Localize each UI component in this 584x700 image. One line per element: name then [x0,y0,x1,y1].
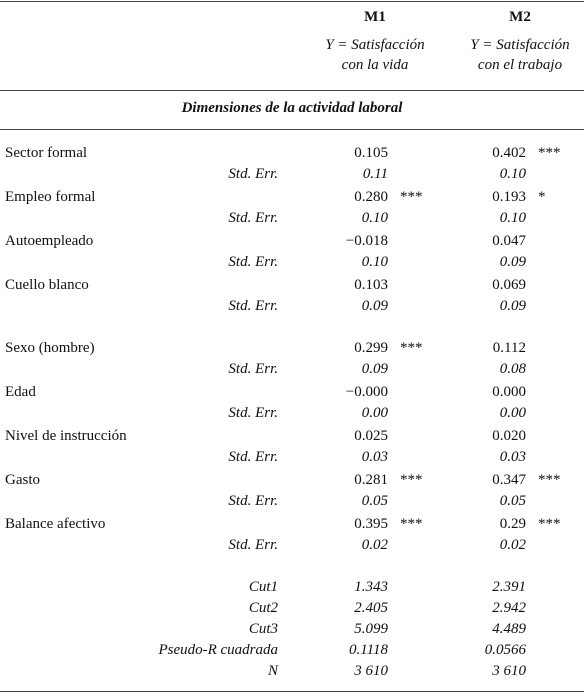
std-err: 0.00 [499,405,526,421]
std-err: 0.09 [361,361,388,377]
std-err-label: Std. Err. [228,449,278,465]
std-err-label: Std. Err. [228,405,278,421]
stat-label: Cut3 [248,621,278,637]
std-err: 0.00 [361,405,388,421]
row-label: Balance afectivo [5,516,106,532]
row-label: Gasto [5,472,40,488]
std-err-label: Std. Err. [228,298,278,314]
row-label: Sexo (hombre) [5,340,95,356]
significance-stars: *** [538,145,561,161]
std-err-label: Std. Err. [228,493,278,509]
stat-value: 3 610 [354,663,388,679]
std-err-label: Std. Err. [228,210,278,226]
column-subtitle: Y = Satisfacción [325,37,425,53]
significance-stars: *** [400,189,423,205]
std-err: 0.10 [499,210,526,226]
coefficient: 0.281 [354,472,388,488]
row-label: Cuello blanco [5,277,89,293]
std-err: 0.05 [499,493,526,509]
std-err-label: Std. Err. [228,537,278,553]
std-err: 0.10 [499,166,526,182]
section-title: Dimensiones de la actividad laboral [181,100,403,116]
header-rule [0,90,584,91]
stat-label: Cut1 [248,579,278,595]
std-err: 0.03 [361,449,388,465]
std-err: 0.09 [499,298,526,314]
coefficient: −0.000 [345,384,388,400]
row-label: Sector formal [5,145,88,161]
std-err-label: Std. Err. [228,361,278,377]
stat-label: Pseudo-R cuadrada [158,642,278,658]
stat-label: N [267,663,278,679]
coefficient: 0.103 [354,277,388,293]
stat-value: 1.343 [354,579,388,595]
std-err: 0.02 [499,537,526,553]
coefficient: 0.000 [492,384,526,400]
coefficient: 0.299 [354,340,388,356]
coefficient: 0.025 [354,428,388,444]
stat-value: 2.405 [354,600,388,616]
std-err-label: Std. Err. [228,254,278,270]
row-label: Empleo formal [5,189,96,205]
stat-value: 2.391 [492,579,526,595]
row-label: Autoempleado [5,233,94,249]
stat-value: 2.942 [492,600,526,616]
significance-stars: *** [400,516,423,532]
significance-stars: *** [538,516,561,532]
top-rule [0,1,584,2]
bottom-rule [0,691,584,692]
stat-value: 5.099 [354,621,388,637]
stat-label: Cut2 [248,600,278,616]
column-title: M1 [364,9,386,25]
coefficient: 0.069 [492,277,526,293]
coefficient: 0.280 [354,189,388,205]
significance-stars: * [538,189,546,205]
significance-stars: *** [538,472,561,488]
coefficient: 0.047 [492,233,526,249]
significance-stars: *** [400,340,423,356]
significance-stars: *** [400,472,423,488]
column-subtitle: con el trabajo [477,57,563,73]
coefficient: 0.347 [492,472,526,488]
std-err: 0.10 [361,210,388,226]
coefficient: 0.193 [492,189,526,205]
std-err: 0.11 [362,166,388,182]
stat-value: 4.489 [492,621,526,637]
std-err: 0.09 [361,298,388,314]
column-subtitle: con la vida [341,57,409,73]
coefficient: 0.105 [354,145,388,161]
row-label: Nivel de instrucción [5,428,127,444]
std-err: 0.08 [499,361,526,377]
stat-value: 3 610 [492,663,526,679]
std-err: 0.05 [361,493,388,509]
std-err: 0.03 [499,449,526,465]
std-err: 0.10 [361,254,388,270]
stat-value: 0.0566 [484,642,526,658]
coefficient: 0.020 [492,428,526,444]
coefficient: 0.395 [354,516,388,532]
row-label: Edad [5,384,36,400]
std-err-label: Std. Err. [228,166,278,182]
std-err: 0.02 [361,537,388,553]
column-title: M2 [509,9,531,25]
column-subtitle: Y = Satisfacción [470,37,570,53]
stat-value: 0.1118 [348,642,388,658]
std-err: 0.09 [499,254,526,270]
section-rule [0,129,584,130]
coefficient: 0.402 [492,145,526,161]
coefficient: 0.29 [499,516,526,532]
coefficient: −0.018 [345,233,388,249]
coefficient: 0.112 [492,340,526,356]
